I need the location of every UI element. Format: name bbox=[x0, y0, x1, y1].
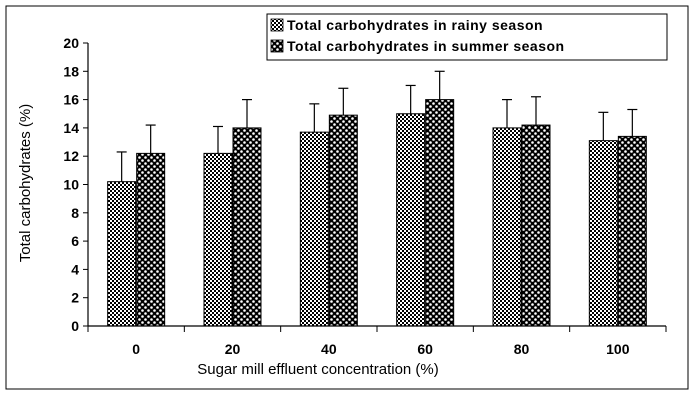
bar-summer bbox=[521, 124, 551, 327]
x-axis-title: Sugar mill effluent concentration (%) bbox=[197, 361, 439, 378]
legend-label-rainy: Total carbohydrates in rainy season bbox=[287, 17, 543, 33]
bar-summer bbox=[328, 114, 358, 327]
y-tick-label: 16 bbox=[63, 92, 79, 108]
y-tick-label: 14 bbox=[63, 120, 79, 136]
plot-background bbox=[88, 43, 666, 326]
bar-summer bbox=[136, 152, 166, 327]
x-tick-label: 0 bbox=[132, 341, 140, 357]
legend-swatch-rainy bbox=[270, 18, 284, 32]
y-tick-label: 0 bbox=[71, 318, 79, 334]
y-tick-label: 12 bbox=[63, 148, 79, 164]
bar-summer bbox=[425, 99, 455, 327]
legend-label-summer: Total carbohydrates in summer season bbox=[287, 38, 565, 54]
bar-rainy bbox=[588, 140, 618, 327]
bar-summer bbox=[617, 135, 647, 327]
x-tick-label: 40 bbox=[321, 341, 337, 357]
y-tick-label: 4 bbox=[71, 261, 79, 277]
x-tick-label: 80 bbox=[514, 341, 530, 357]
x-tick-label: 60 bbox=[417, 341, 433, 357]
legend: Total carbohydrates in rainy season Tota… bbox=[266, 13, 668, 61]
bar-summer bbox=[232, 127, 262, 327]
bar-rainy bbox=[107, 181, 137, 327]
y-tick-label: 18 bbox=[63, 63, 79, 79]
bar-rainy bbox=[299, 131, 329, 327]
bar-rainy bbox=[396, 113, 426, 327]
y-tick-label: 8 bbox=[71, 205, 79, 221]
y-tick-label: 2 bbox=[71, 290, 79, 306]
legend-box bbox=[266, 13, 668, 61]
bar-rainy bbox=[492, 127, 522, 327]
y-tick-label: 6 bbox=[71, 233, 79, 249]
y-axis-title: Total carbohydrates (%) bbox=[17, 104, 34, 262]
y-tick-label: 10 bbox=[63, 177, 79, 193]
bar-rainy bbox=[203, 152, 233, 327]
legend-swatch-summer bbox=[270, 39, 284, 53]
y-tick-label: 20 bbox=[63, 35, 79, 51]
x-tick-label: 100 bbox=[606, 341, 630, 357]
plot-area: 0 2 4 6 8 10 12 14 16 18 20 0 20 40 60 80 100 bbox=[63, 35, 667, 357]
x-tick-label: 20 bbox=[225, 341, 241, 357]
